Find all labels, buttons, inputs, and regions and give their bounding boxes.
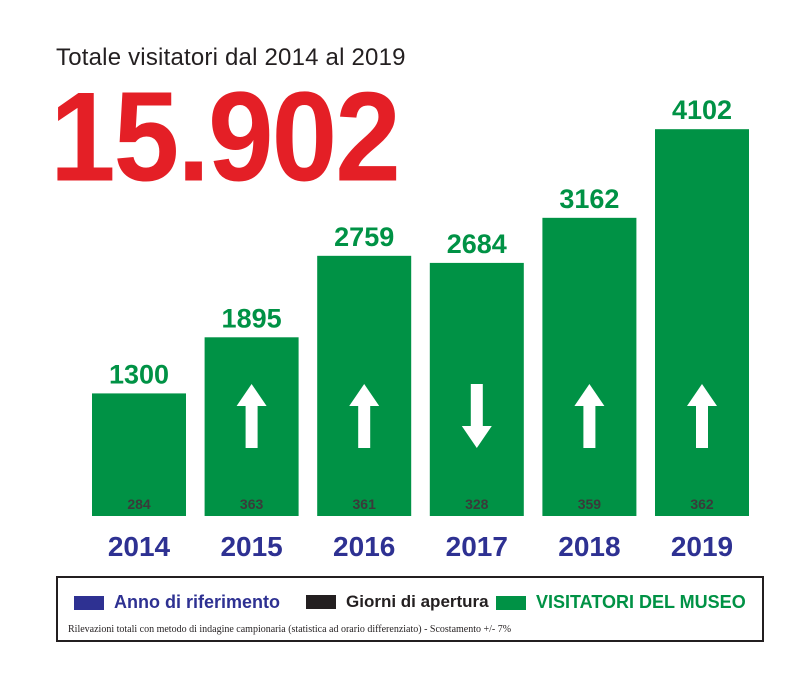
bar-2018: [542, 217, 637, 516]
total-visitors: 15.902: [50, 65, 401, 209]
legend-swatch-year: [74, 595, 104, 610]
arrow-up-2019: [687, 384, 717, 448]
legend-label-visitors: VISITATORI DEL MUSEO: [536, 592, 746, 612]
days-label-2014: 284: [127, 496, 151, 512]
legend-note: Rilevazioni totali con metodo di indagin…: [68, 624, 512, 635]
bar-2019: [655, 129, 749, 516]
legend: Anno di riferimento Giorni di apertura V…: [56, 576, 764, 642]
days-label-2015: 363: [240, 496, 264, 512]
value-label-2014: 1300: [109, 359, 169, 389]
legend-swatch-days: [306, 595, 336, 609]
days-label-2017: 328: [465, 496, 489, 512]
value-label-2018: 3162: [559, 184, 619, 214]
year-label-2017: 2017: [446, 531, 508, 562]
year-label-2019: 2019: [671, 531, 733, 562]
arrow-up-2018: [574, 384, 605, 448]
year-label-2018: 2018: [558, 531, 620, 562]
bar-2014: [92, 393, 186, 516]
value-label-2016: 2759: [334, 222, 394, 252]
year-label-2015: 2015: [220, 531, 282, 562]
legend-item-visitors: VISITATORI DEL MUSEO: [496, 592, 746, 613]
legend-label-days: Giorni di apertura: [346, 592, 489, 611]
legend-item-year: Anno di riferimento: [74, 592, 280, 613]
days-label-2019: 362: [690, 496, 714, 512]
legend-swatch-visitors: [496, 595, 526, 610]
legend-label-year: Anno di riferimento: [114, 592, 280, 612]
value-label-2019: 4102: [672, 95, 732, 125]
days-label-2018: 359: [578, 496, 602, 512]
days-label-2016: 361: [353, 496, 377, 512]
chart-subtitle: Totale visitatori dal 2014 al 2019: [56, 44, 406, 71]
bar-chart: 1300 284 2014 1895 363 2015 2759 361 2016 2684 328…: [92, 95, 749, 562]
legend-item-days: Giorni di apertura: [306, 592, 489, 612]
year-label-2014: 2014: [108, 531, 171, 562]
arrow-up-2016: [349, 384, 380, 448]
value-label-2015: 1895: [222, 303, 282, 333]
arrow-up-2015: [236, 384, 267, 448]
value-label-2017: 2684: [447, 229, 507, 259]
arrow-down-2017: [461, 384, 492, 448]
year-label-2016: 2016: [333, 531, 395, 562]
